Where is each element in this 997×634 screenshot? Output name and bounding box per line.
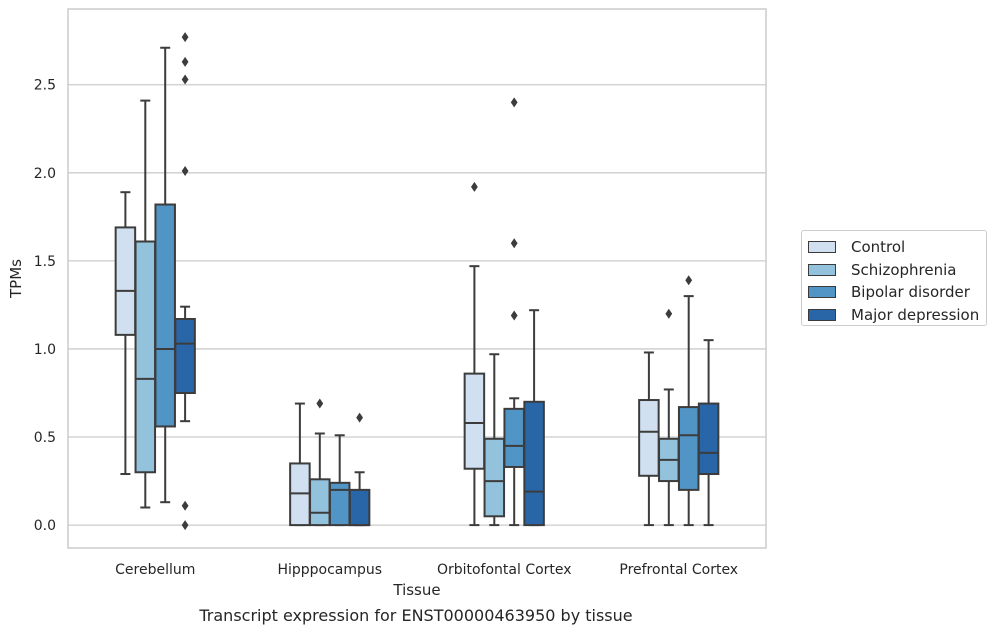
legend-item-schizophrenia: Schizophrenia: [808, 259, 986, 282]
legend-item-major-depression: Major depression: [808, 304, 986, 327]
y-tick-label: 2.5: [34, 78, 56, 94]
box-prefrontal-cortex-bipolar-disorder: [677, 406, 700, 491]
x-tick-label: Prefrontal Cortex: [619, 562, 738, 578]
legend-swatch-major-depression: [808, 308, 836, 321]
box-orbitofontal-cortex-bipolar-disorder-outlier: [510, 238, 518, 249]
box-orbitofontal-cortex-major-depression: [523, 400, 545, 527]
y-tick-label: 0.0: [34, 518, 56, 534]
box-prefrontal-cortex-control: [638, 399, 660, 477]
y-axis-label: TPMs: [7, 259, 25, 299]
x-axis-label: Tissue: [392, 581, 440, 599]
legend-item-bipolar-disorder: Bipolar disorder: [808, 281, 986, 304]
x-tick-label: Cerebellum: [115, 562, 195, 578]
x-tick-label: Hipppocampus: [277, 562, 382, 578]
box-orbitofontal-cortex-schizophrenia: [483, 437, 506, 518]
box-hipppocampus-schizophrenia-outlier: [316, 398, 324, 409]
box-cerebellum-major-depression-outlier: [181, 520, 189, 531]
box-hipppocampus-major-depression: [348, 488, 371, 527]
box-cerebellum-schizophrenia: [134, 240, 157, 474]
box-cerebellum-major-depression-outlier: [181, 74, 189, 85]
box-cerebellum-major-depression-outlier: [181, 56, 189, 67]
legend-label-major-depression: Major depression: [851, 305, 980, 324]
y-tick-label: 2.0: [34, 166, 56, 182]
legend: Control Schizophrenia Bipolar disorder M…: [801, 230, 987, 326]
box-prefrontal-cortex-schizophrenia-outlier: [665, 308, 673, 319]
y-tick-label: 1.0: [34, 342, 56, 358]
legend-item-control: Control: [808, 236, 986, 259]
box-hipppocampus-schizophrenia: [309, 478, 331, 527]
box-orbitofontal-cortex-bipolar-disorder: [503, 407, 525, 468]
box-hipppocampus-major-depression-outlier: [356, 412, 363, 423]
box-cerebellum-control: [114, 226, 137, 336]
y-tick-label: 1.5: [34, 254, 56, 270]
box-orbitofontal-cortex-bipolar-disorder-outlier: [510, 97, 518, 108]
box-cerebellum-major-depression: [174, 318, 196, 394]
box-cerebellum-bipolar-disorder: [154, 203, 176, 428]
legend-label-schizophrenia: Schizophrenia: [851, 260, 957, 279]
legend-label-control: Control: [851, 238, 906, 257]
chart-caption: Transcript expression for ENST0000046395…: [199, 606, 633, 625]
box-orbitofontal-cortex-bipolar-disorder-outlier: [510, 310, 518, 321]
x-tick-label: Orbitofontal Cortex: [437, 562, 572, 578]
box-prefrontal-cortex-bipolar-disorder-outlier: [685, 275, 693, 286]
box-cerebellum-major-depression-outlier: [181, 500, 189, 511]
box-prefrontal-cortex-major-depression: [697, 402, 720, 476]
box-orbitofontal-cortex-control-outlier: [471, 181, 478, 192]
y-tick-label: 0.5: [34, 430, 56, 446]
legend-swatch-bipolar-disorder: [808, 286, 836, 299]
box-cerebellum-major-depression-outlier: [181, 32, 189, 43]
box-orbitofontal-cortex-control: [463, 372, 486, 470]
legend-swatch-control: [808, 241, 836, 254]
box-plot-chart: 0.0 0.5 1.0 1.5 2.0 2.5 Cerebellum Hipppocampus…: [7, 8, 767, 599]
legend-label-bipolar-disorder: Bipolar disorder: [851, 283, 970, 302]
plot-frame: [67, 8, 767, 549]
legend-swatch-schizophrenia: [808, 263, 836, 276]
box-cerebellum-major-depression-outlier: [181, 166, 189, 177]
